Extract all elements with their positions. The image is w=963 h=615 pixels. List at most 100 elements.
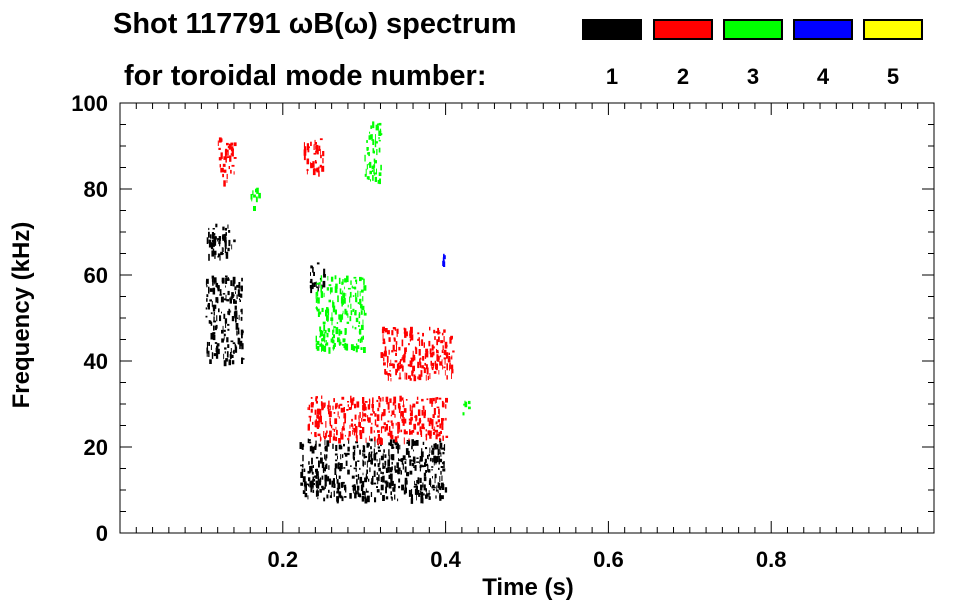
spectrum-cell: [218, 137, 222, 143]
spectrum-cell: [418, 493, 421, 497]
spectrum-cell: [324, 480, 327, 487]
spectrum-cell: [319, 326, 322, 332]
spectrum-cell: [406, 442, 409, 444]
spectrum-cell: [345, 460, 348, 466]
spectrum-cell: [353, 276, 357, 279]
spectrum-cell: [372, 175, 374, 181]
spectrum-cell: [210, 243, 214, 250]
spectrum-cell: [438, 467, 440, 470]
spectrum-cell: [212, 228, 215, 230]
spectrum-cell: [370, 438, 373, 442]
spectrum-cell: [396, 329, 399, 333]
spectrum-cell: [419, 357, 422, 360]
spectrum-cell: [374, 463, 376, 467]
spectrum-cell: [319, 335, 321, 338]
spectrum-cell: [397, 467, 401, 471]
spectrum-cell: [396, 331, 398, 337]
spectrum-cell: [392, 424, 394, 429]
spectrum-cell: [439, 437, 441, 442]
spectrum-cell: [410, 334, 414, 341]
spectrum-cell: [430, 352, 434, 358]
spectrum-cell: [307, 495, 309, 500]
spectrum-cell: [362, 404, 365, 411]
spectrum-cell: [223, 353, 225, 360]
spectrum-cell: [340, 463, 343, 470]
spectrum-cell: [216, 345, 219, 353]
spectrum-cell: [431, 423, 434, 429]
spectrum-cell: [440, 355, 442, 358]
spectrum-cell: [206, 237, 209, 244]
spectrum-cell: [320, 342, 322, 348]
spectrum-cell: [320, 279, 322, 282]
spectrum-cell: [452, 350, 455, 353]
spectrum-cell: [419, 459, 421, 465]
spectrum-cell: [227, 328, 230, 331]
mode-1-region: [206, 223, 236, 261]
spectrum-cell: [333, 398, 335, 403]
spectrum-cell: [385, 481, 389, 488]
spectrum-cell: [360, 347, 363, 350]
spectrum-cell: [314, 475, 316, 478]
spectrum-cell: [443, 261, 446, 267]
spectrum-cell: [319, 164, 322, 168]
spectrum-cell: [391, 350, 394, 353]
spectrum-cell: [315, 480, 319, 487]
spectrum-cell: [328, 411, 332, 418]
spectrum-cell: [338, 438, 341, 444]
spectrum-cell: [351, 398, 354, 406]
spectrum-cell: [235, 323, 239, 330]
spectrum-cell: [321, 338, 324, 342]
spectrum-cell: [317, 408, 320, 415]
spectrum-cell: [323, 292, 325, 298]
spectrum-cell: [404, 487, 407, 494]
spectrum-cell: [376, 452, 378, 455]
spectrum-cell: [315, 425, 317, 428]
spectrum-cell: [436, 397, 437, 403]
spectrum-cell: [439, 452, 442, 455]
spectrum-cell: [442, 365, 444, 370]
spectrum-cell: [333, 412, 336, 414]
spectrum-cell: [402, 366, 403, 371]
spectrum-cell: [389, 373, 392, 377]
spectrum-cell: [229, 354, 232, 358]
spectrum-cell: [424, 409, 426, 416]
spectrum-cell: [426, 364, 428, 370]
spectrum-cell: [441, 495, 444, 500]
spectrum-cell: [362, 460, 365, 467]
spectrum-cell: [438, 370, 440, 375]
spectrum-cell: [404, 466, 407, 473]
spectrum-cell: [319, 277, 322, 280]
spectrum-cell: [438, 331, 441, 334]
spectrum-cell: [234, 286, 237, 291]
spectrum-cell: [214, 253, 216, 259]
x-tick-label: 0.2: [268, 547, 299, 572]
spectrum-cell: [377, 463, 380, 468]
spectrum-cell: [315, 456, 319, 459]
spectrum-cell: [310, 465, 313, 471]
spectrum-cell: [227, 323, 230, 326]
spectrum-cell: [363, 453, 366, 459]
spectrum-cell: [227, 247, 230, 252]
spectrum-cell: [435, 368, 438, 371]
spectrum-cell: [306, 158, 310, 165]
spectrum-cell: [369, 467, 371, 473]
spectrum-cell: [320, 414, 322, 417]
spectrum-cell: [370, 451, 373, 454]
spectrum-cell: [313, 282, 316, 287]
spectrum-cell: [434, 443, 437, 450]
y-tick-label: 80: [84, 177, 108, 202]
spectrum-cell: [366, 164, 368, 170]
spectrum-cell: [235, 316, 237, 323]
spectrum-cell: [334, 418, 338, 424]
mode-4-region: [442, 253, 446, 267]
spectrum-cell: [319, 344, 321, 347]
spectrum-cell: [219, 289, 222, 295]
spectrum-cell: [464, 401, 468, 408]
spectrum-cell: [310, 480, 314, 488]
spectrum-cell: [468, 400, 471, 405]
spectrum-cell: [436, 349, 437, 353]
spectrum-cell: [443, 336, 445, 343]
spectrum-cell: [209, 359, 212, 364]
spectrum-cell: [315, 168, 318, 172]
spectrum-cell: [332, 334, 335, 339]
